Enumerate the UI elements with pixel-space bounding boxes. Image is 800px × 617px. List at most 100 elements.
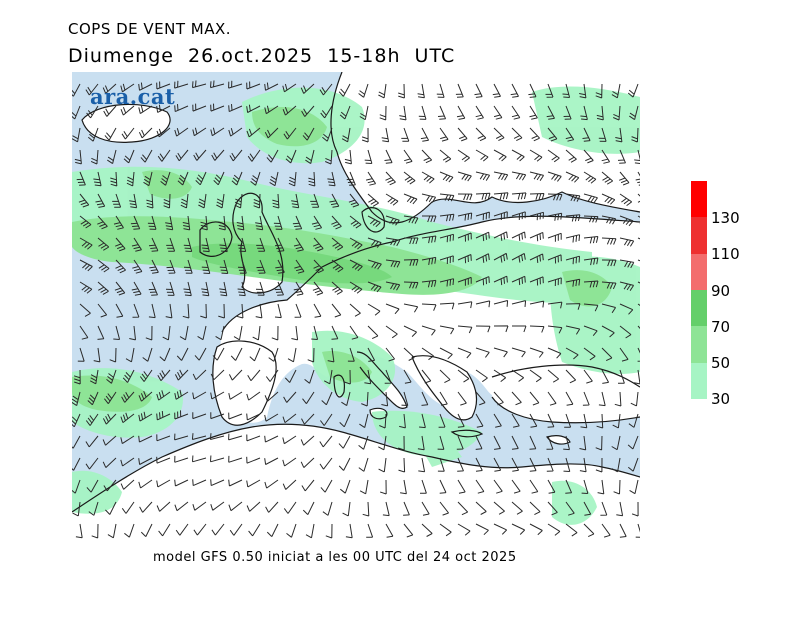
- legend-label-50: 50: [711, 354, 731, 372]
- wind-barb: [529, 193, 545, 200]
- wind-barb: [439, 213, 455, 222]
- wind-barb: [156, 104, 171, 113]
- wind-barb: [511, 127, 523, 142]
- wind-barb: [162, 325, 171, 341]
- wind-barb: [338, 83, 351, 97]
- wind-barb: [138, 435, 153, 443]
- wind-barb: [619, 523, 627, 538]
- wind-barb: [598, 391, 606, 407]
- wind-barb: [146, 193, 154, 209]
- wind-barb: [112, 193, 122, 208]
- wind-barb: [583, 303, 599, 312]
- wind-barb: [398, 83, 405, 99]
- wind-barb: [583, 236, 599, 244]
- wind-barb: [422, 215, 437, 223]
- wind-barb: [282, 457, 297, 467]
- wind-barb: [195, 171, 207, 186]
- wind-barb: [601, 193, 616, 205]
- wind-barb: [493, 435, 501, 450]
- wind-barb: [631, 501, 639, 517]
- wind-barb: [174, 80, 189, 89]
- wind-barb: [271, 325, 279, 341]
- wind-barb: [85, 413, 99, 426]
- wind-barb: [421, 523, 433, 537]
- wind-barb: [194, 347, 207, 361]
- wind-barb: [219, 237, 228, 253]
- wind-barb: [529, 231, 544, 242]
- wind-barb: [200, 303, 207, 319]
- wind-barb: [475, 231, 490, 242]
- wind-barb: [102, 435, 117, 446]
- wind-barb: [125, 347, 135, 363]
- wind-barb: [166, 259, 176, 274]
- wind-barb: [174, 433, 189, 441]
- wind-barb: [403, 523, 414, 538]
- wind-barb: [581, 479, 589, 494]
- wind-barb: [475, 435, 483, 450]
- wind-barb: [598, 127, 607, 142]
- wind-barb: [237, 281, 246, 297]
- wind-barb: [121, 127, 135, 140]
- wind-barb: [97, 325, 105, 340]
- wind-barb: [583, 280, 599, 288]
- wind-barb: [131, 281, 142, 296]
- wind-barb: [228, 369, 243, 381]
- wind-barb: [403, 193, 418, 205]
- wind-barb: [149, 259, 159, 274]
- wind-barb: [247, 149, 261, 162]
- wind-barb: [305, 149, 315, 165]
- wind-barb: [331, 325, 339, 340]
- wind-barb: [511, 252, 526, 263]
- wind-barb: [274, 303, 282, 319]
- wind-barb: [399, 413, 406, 429]
- wind-barb: [385, 171, 396, 186]
- wind-barb: [613, 105, 621, 121]
- wind-barb: [327, 171, 336, 187]
- wind-barb: [219, 259, 229, 274]
- wind-barb: [285, 149, 297, 164]
- wind-barb: [475, 149, 489, 162]
- wind-barb: [77, 347, 85, 362]
- wind-barb: [617, 369, 625, 384]
- wind-barb: [612, 413, 621, 429]
- wind-barb: [529, 325, 545, 333]
- wind-barb: [97, 303, 108, 318]
- wind-barb: [583, 369, 593, 384]
- wind-barb: [438, 413, 446, 428]
- wind-barb: [601, 523, 611, 538]
- wind-barb: [529, 369, 542, 383]
- wind-barb: [546, 435, 554, 450]
- wind-barb: [439, 369, 451, 384]
- wind-barb: [601, 303, 617, 314]
- wind-barb: [131, 237, 142, 252]
- wind-barb: [286, 523, 297, 538]
- wind-barb: [547, 127, 558, 142]
- wind-barb: [627, 435, 639, 450]
- wind-barb: [256, 237, 266, 252]
- wind-barb: [233, 325, 243, 341]
- wind-barb: [384, 149, 393, 164]
- wind-barb: [421, 171, 435, 184]
- wind-barb: [475, 192, 491, 200]
- wind-barb: [76, 171, 86, 186]
- wind-barb: [421, 193, 437, 203]
- wind-barb: [163, 193, 171, 209]
- wind-barb: [300, 435, 315, 446]
- wind-barb: [249, 347, 261, 362]
- wind-barb: [86, 479, 99, 493]
- wind-barb: [529, 171, 545, 181]
- wind-barb: [637, 325, 640, 329]
- wind-barb: [264, 105, 279, 115]
- wind-barb: [138, 127, 153, 139]
- wind-barb: [160, 171, 171, 186]
- wind-barb: [439, 233, 454, 243]
- wind-barb: [385, 237, 401, 247]
- wind-barb: [193, 523, 207, 536]
- wind-barb: [246, 413, 261, 421]
- wind-barb: [457, 347, 472, 359]
- wind-barb: [367, 303, 381, 316]
- wind-barb: [595, 435, 603, 451]
- wind-barb: [104, 127, 117, 141]
- wind-barb: [287, 347, 297, 363]
- wind-barb: [403, 281, 419, 289]
